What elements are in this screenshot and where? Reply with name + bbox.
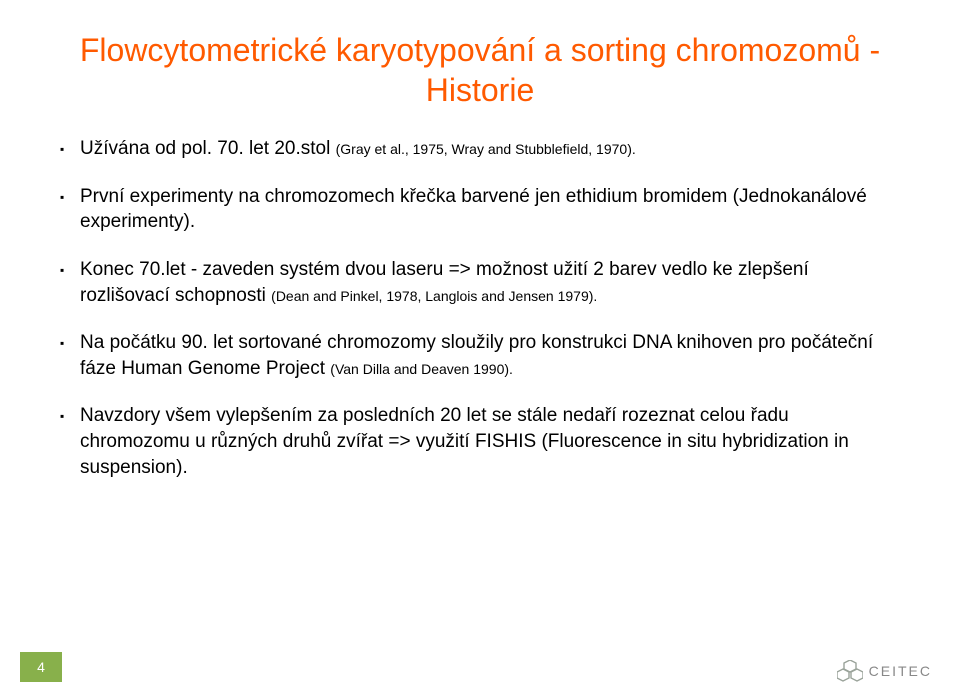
bullet-citation: (Van Dilla and Deaven 1990). [330, 361, 513, 377]
bullet-text: Užívána od pol. 70. let 20.stol [80, 138, 336, 159]
bullet-item: Konec 70.let - zaveden systém dvou laser… [60, 257, 900, 308]
bullet-item: První experimenty na chromozomech křečka… [60, 184, 900, 235]
slide-title: Flowcytometrické karyotypování a sorting… [60, 30, 900, 110]
bullet-item: Navzdory všem vylepšením za posledních 2… [60, 403, 900, 480]
logo: CEITEC [837, 660, 932, 682]
bullet-citation: (Dean and Pinkel, 1978, Langlois and Jen… [271, 288, 597, 304]
page-number-box: 4 [20, 652, 62, 682]
bullet-item: Užívána od pol. 70. let 20.stol (Gray et… [60, 136, 900, 162]
bullet-text: Navzdory všem vylepšením za posledních 2… [80, 405, 849, 477]
bullet-text: První experimenty na chromozomech křečka… [80, 186, 867, 233]
logo-text: CEITEC [869, 663, 932, 679]
footer: 4 CEITEC [0, 648, 960, 690]
bullet-citation: (Gray et al., 1975, Wray and Stubblefiel… [336, 141, 636, 157]
bullet-item: Na počátku 90. let sortované chromozomy … [60, 330, 900, 381]
page-number: 4 [37, 659, 45, 675]
slide: Flowcytometrické karyotypování a sorting… [0, 0, 960, 690]
bullet-list: Užívána od pol. 70. let 20.stol (Gray et… [60, 136, 900, 480]
logo-icon [837, 660, 863, 682]
